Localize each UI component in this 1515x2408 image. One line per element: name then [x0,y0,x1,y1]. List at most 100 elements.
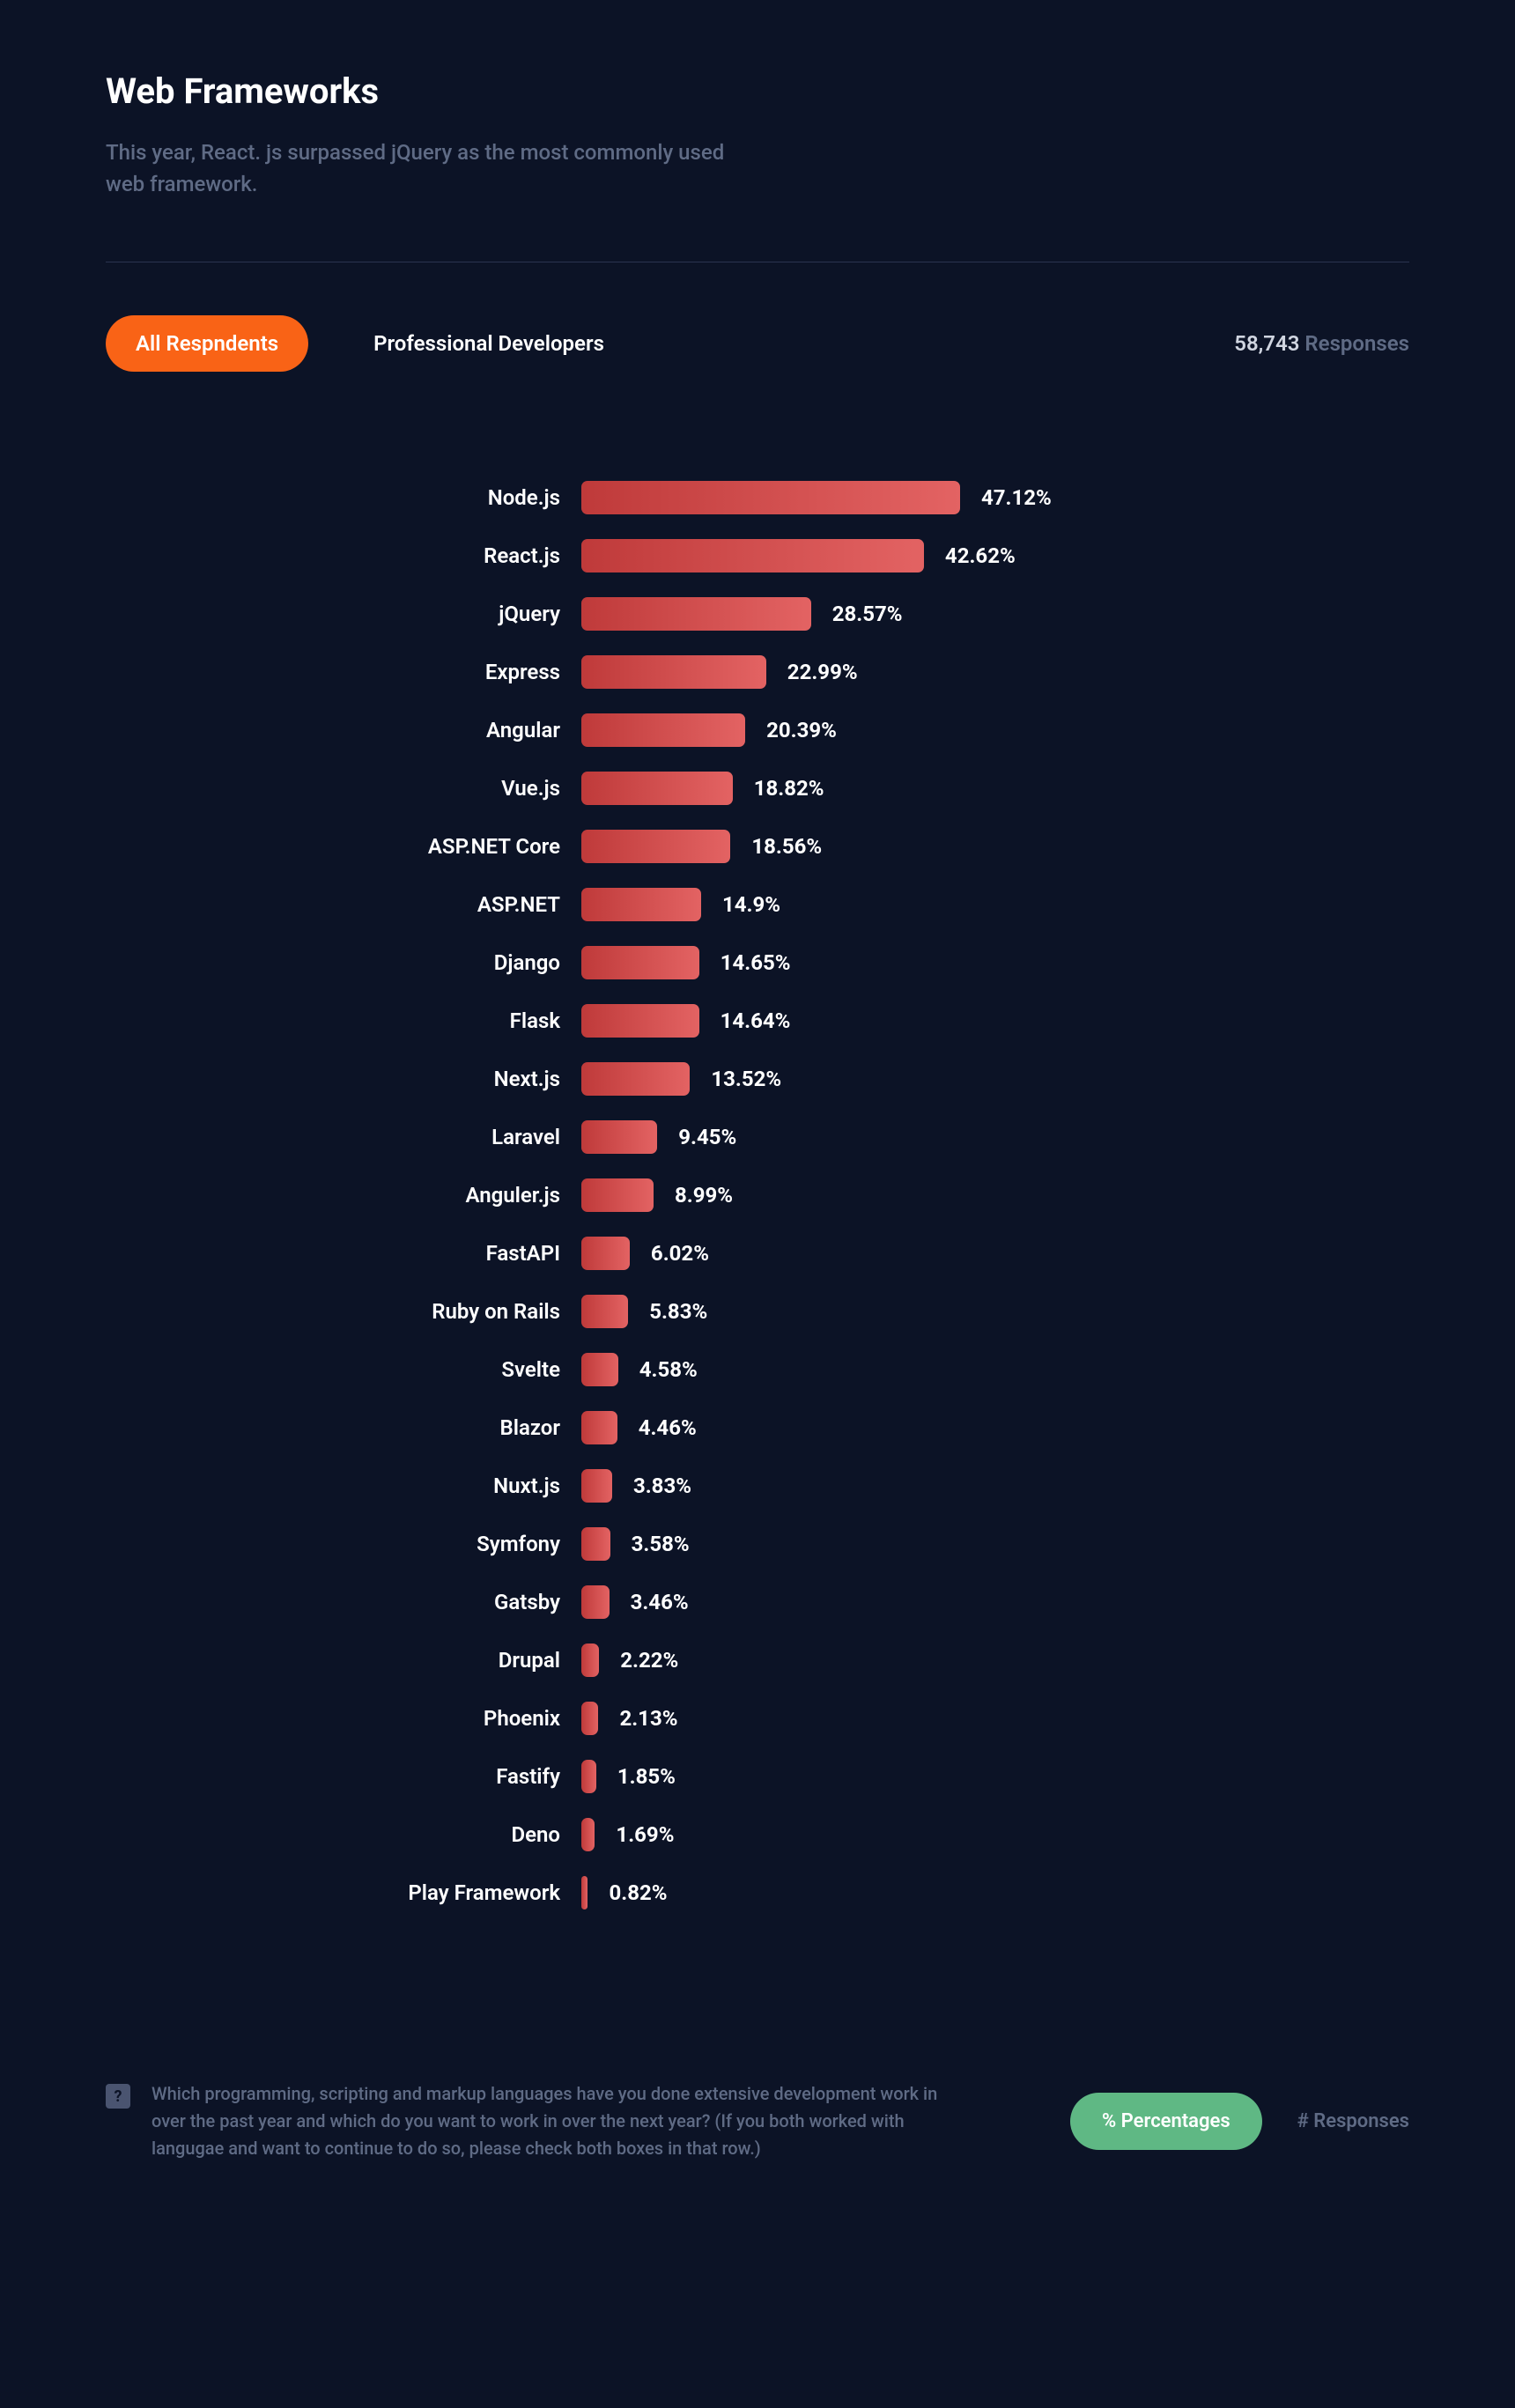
bar-label: Fastify [106,1764,581,1789]
bar-label: Angular [106,718,581,742]
bar[interactable] [581,830,730,863]
bar-value: 8.99% [675,1183,733,1208]
bar-area: 14.65% [581,946,1409,979]
bar[interactable] [581,1527,610,1561]
bar[interactable] [581,597,811,631]
bar-label: jQuery [106,602,581,626]
tabs-row: All Respndents Professional Developers 58… [106,315,1409,372]
bar-area: 3.46% [581,1585,1409,1619]
bar[interactable] [581,1876,588,1909]
responses-count: 58,743 Responses [1234,331,1409,356]
bar[interactable] [581,1120,657,1154]
bar[interactable] [581,539,924,572]
footer-row: ? Which programming, scripting and marku… [106,2080,1409,2162]
bar-value: 42.62% [945,543,1016,568]
bar[interactable] [581,481,960,514]
bar-row: Nuxt.js3.83% [106,1457,1409,1515]
bar-row: Phoenix 2.13% [106,1689,1409,1747]
footer-controls: % Percentages # Responses [1070,2093,1409,2150]
bar-label: Blazor [106,1415,581,1440]
bar-label: Node.js [106,485,581,510]
bar-value: 4.58% [639,1357,698,1382]
bar-area: 1.85% [581,1760,1409,1793]
bar-row: FastAPI6.02% [106,1224,1409,1282]
bar[interactable] [581,1643,599,1677]
bar-area: 47.12% [581,481,1409,514]
bar-area: 4.58% [581,1353,1409,1386]
bar-chart: Node.js47.12% React.js 42.62% jQuery28.57% E… [106,469,1409,1922]
bar[interactable] [581,1178,654,1212]
bar-area: 6.02% [581,1237,1409,1270]
bar-row: Deno 1.69% [106,1806,1409,1864]
bar[interactable] [581,655,766,689]
bar-label: Nuxt.js [106,1474,581,1498]
bar[interactable] [581,946,699,979]
bar-row: Ruby on Rails5.83% [106,1282,1409,1341]
bar-value: 1.69% [616,1822,674,1847]
question-icon: ? [106,2084,130,2109]
bar-area: 13.52% [581,1062,1409,1096]
bar-label: Vue.js [106,776,581,801]
bar[interactable] [581,1411,617,1444]
bar-value: 4.46% [639,1415,697,1440]
bar-row: jQuery28.57% [106,585,1409,643]
bar[interactable] [581,1585,610,1619]
bar[interactable] [581,1237,630,1270]
bar[interactable] [581,1353,618,1386]
bar-label: ASP.NET Core [106,834,581,859]
bar-area: 4.46% [581,1411,1409,1444]
bar-value: 20.39% [766,718,837,742]
responses-button[interactable]: # Responses [1297,2110,1409,2132]
bar[interactable] [581,772,733,805]
bar-label: Play Framework [106,1880,581,1905]
bar-value: 14.64% [721,1008,791,1033]
bar-value: 18.56% [751,834,822,859]
bar-row: Gatsby3.46% [106,1573,1409,1631]
bar-area: 14.9% [581,888,1409,921]
bar-value: 9.45% [678,1125,736,1149]
bar-area: 14.64% [581,1004,1409,1038]
bar[interactable] [581,1062,690,1096]
bar[interactable] [581,1295,628,1328]
bar-row: Drupal2.22% [106,1631,1409,1689]
bar[interactable] [581,1818,595,1851]
bar-area: 8.99% [581,1178,1409,1212]
bar[interactable] [581,1760,596,1793]
bar-area: 1.69% [581,1818,1409,1851]
bar-row: Laravel9.45% [106,1108,1409,1166]
bar-row: ASP.NET 14.9% [106,875,1409,934]
bar-label: Django [106,950,581,975]
bar-area: 22.99% [581,655,1409,689]
bar-area: 42.62% [581,539,1409,572]
bar-value: 2.13% [619,1706,677,1731]
bar-label: Phoenix [106,1706,581,1731]
bar-label: ASP.NET [106,892,581,917]
bar-row: Play Framework0.82% [106,1864,1409,1922]
bar[interactable] [581,888,701,921]
bar[interactable] [581,713,745,747]
bar-row: Svelte4.58% [106,1341,1409,1399]
bar-label: Express [106,660,581,684]
bar-area: 20.39% [581,713,1409,747]
bar-value: 22.99% [787,660,858,684]
tab-professional-developers[interactable]: Professional Developers [344,315,634,372]
bar-row: Anguler.js8.99% [106,1166,1409,1224]
bar-row: Angular 20.39% [106,701,1409,759]
bar-area: 9.45% [581,1120,1409,1154]
bar-area: 18.82% [581,772,1409,805]
bar[interactable] [581,1702,598,1735]
bar-value: 14.9% [722,892,780,917]
bar-value: 14.65% [721,950,791,975]
bar[interactable] [581,1004,699,1038]
bar-value: 13.52% [711,1067,781,1091]
tab-all-respndents[interactable]: All Respndents [106,315,308,372]
responses-label: Responses [1304,331,1409,356]
bar-row: Node.js47.12% [106,469,1409,527]
bar-label: Deno [106,1822,581,1847]
bar-row: Next.js13.52% [106,1050,1409,1108]
bar[interactable] [581,1469,612,1503]
page-title: Web Frameworks [106,70,1409,112]
bar-label: React.js [106,543,581,568]
bar-area: 18.56% [581,830,1409,863]
percentages-button[interactable]: % Percentages [1070,2093,1262,2150]
